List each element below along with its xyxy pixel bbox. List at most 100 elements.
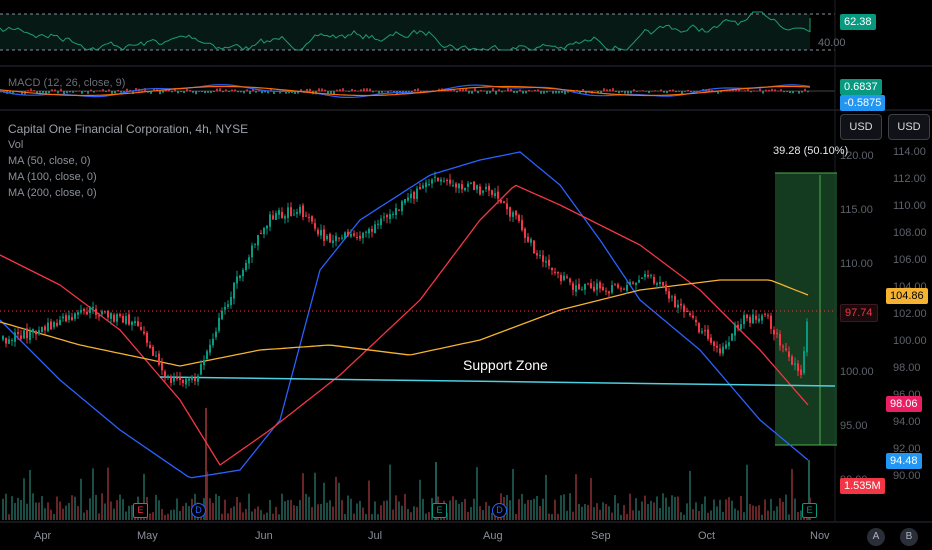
volume-bar (695, 502, 697, 520)
volume-bar (704, 496, 706, 520)
volume-bar (707, 512, 709, 520)
macd-histogram-bar (645, 91, 647, 92)
candle-body (47, 322, 49, 332)
macd-histogram-bar (783, 91, 785, 93)
macd-histogram-bar (273, 91, 275, 95)
volume-bar (638, 510, 640, 520)
currency-button-left[interactable]: USD (840, 114, 882, 140)
candle-body (161, 362, 163, 371)
candle-body (776, 332, 778, 334)
macd-signal-line (0, 85, 811, 97)
candle-body (629, 282, 631, 285)
candle-body (650, 275, 652, 277)
x-axis-tick: Nov (810, 530, 830, 542)
volume-bar (284, 501, 286, 520)
rsi-band-fill (0, 14, 810, 50)
volume-bar (161, 508, 163, 520)
volume-bar (341, 500, 343, 520)
candle-body (761, 315, 763, 321)
log-scale-button[interactable]: B (900, 528, 918, 546)
candle-body (107, 310, 109, 318)
secondary-axis-tick: 108.00 (893, 227, 927, 239)
macd-histogram-bar (336, 89, 338, 92)
candle-body (275, 213, 277, 220)
macd-histogram-bar (150, 91, 152, 94)
candle-body (605, 290, 607, 292)
candle-body (533, 240, 535, 254)
volume-bar (332, 506, 334, 520)
macd-histogram-bar (546, 91, 548, 93)
volume-bar (554, 499, 556, 520)
candle-body (611, 285, 613, 293)
volume-bar (808, 460, 810, 520)
volume-bar (389, 464, 391, 520)
candle-body (617, 284, 619, 288)
macd-histogram-bar (75, 91, 77, 92)
event-marker[interactable]: D (191, 503, 206, 518)
macd-histogram-bar (564, 91, 566, 95)
volume-bar (752, 505, 754, 520)
macd-histogram-bar (327, 91, 329, 95)
price-tag-last: 97.74 (840, 304, 878, 322)
macd-histogram-bar (93, 91, 95, 93)
candle-body (599, 282, 601, 289)
candle-body (38, 330, 40, 335)
volume-bar (215, 494, 217, 520)
candle-body (134, 321, 136, 324)
volume-bar (419, 479, 421, 520)
volume-bar (716, 506, 718, 520)
volume-bar (233, 506, 235, 520)
candle-body (110, 313, 112, 319)
macd-histogram-bar (360, 89, 362, 92)
auto-scale-button[interactable]: A (867, 528, 885, 546)
candle-body (410, 193, 412, 199)
currency-button-right[interactable]: USD (888, 114, 930, 140)
event-marker[interactable]: D (492, 503, 507, 518)
macd-histogram-bar (495, 91, 497, 95)
macd-histogram-bar (234, 89, 236, 92)
volume-bar (260, 510, 262, 520)
volume-bar (245, 508, 247, 520)
rsi-lower-band-label: 40.00 (818, 37, 846, 49)
volume-bar (479, 506, 481, 520)
candle-body (539, 255, 541, 257)
volume-bar (470, 507, 472, 520)
volume-bar (767, 510, 769, 520)
candle-body (128, 314, 130, 325)
volume-bar (764, 499, 766, 520)
event-marker[interactable]: E (802, 503, 817, 518)
candle-body (746, 314, 748, 319)
candle-body (284, 216, 286, 219)
candle-body (476, 185, 478, 190)
volume-bar (401, 505, 403, 520)
candle-body (668, 291, 670, 299)
volume-bar (143, 473, 145, 520)
macd-histogram-bar (372, 91, 374, 93)
volume-bar (677, 496, 679, 520)
macd-histogram-bar (177, 91, 179, 94)
event-marker[interactable]: E (133, 503, 148, 518)
candle-body (806, 321, 808, 353)
macd-histogram-bar (615, 91, 617, 92)
volume-bar (602, 502, 604, 520)
event-marker[interactable]: E (432, 503, 447, 518)
volume-bar (290, 499, 292, 520)
volume-bar (653, 502, 655, 520)
candle-body (704, 330, 706, 332)
volume-bar (323, 482, 325, 520)
candle-body (551, 267, 553, 271)
candle-body (428, 184, 430, 186)
macd-histogram-bar (207, 91, 209, 93)
volume-bar (710, 510, 712, 520)
macd-histogram-bar (324, 89, 326, 92)
macd-histogram-bar (117, 90, 119, 92)
candle-body (173, 377, 175, 382)
macd-histogram-bar (99, 90, 101, 92)
volume-bar (569, 493, 571, 520)
candle-body (95, 308, 97, 315)
candle-body (23, 330, 25, 339)
candle-body (350, 234, 352, 237)
macd-histogram-bar (78, 90, 80, 92)
volume-bar (656, 496, 658, 520)
